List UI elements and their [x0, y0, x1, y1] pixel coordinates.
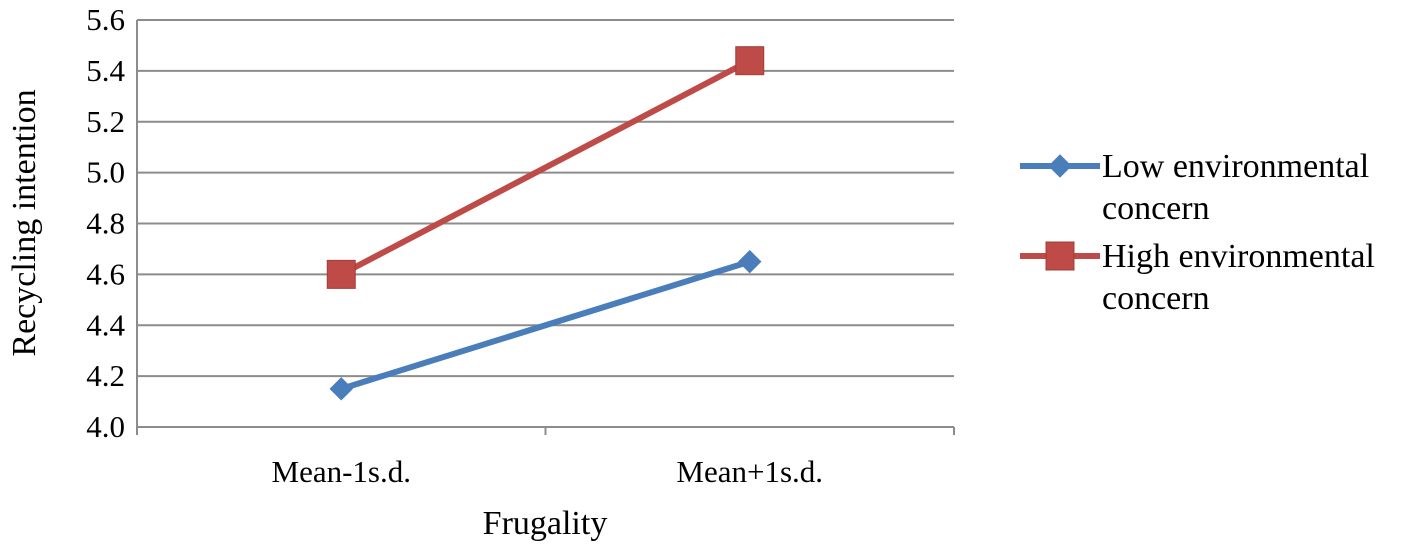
y-tick-label: 5.2	[86, 104, 125, 139]
legend-marker	[1045, 241, 1075, 271]
x-axis-title: Frugality	[483, 505, 608, 542]
series-line-0	[338, 258, 753, 392]
data-point-1	[735, 46, 765, 76]
legend-label: High environmental concern	[1102, 238, 1375, 317]
gridlines	[137, 19, 954, 378]
tick-labels: 4.0 4.2 4.4 4.6 4.8 5.0 5.2 5.4 5.6 Mean-1s.d. Mea…	[86, 2, 823, 489]
y-tick-label: 4.8	[86, 206, 125, 241]
x-tick-label: Mean-1s.d.	[272, 454, 411, 489]
data-point-0	[329, 377, 353, 401]
y-axis-title: Recycling intention	[6, 89, 43, 356]
data-point-0	[738, 249, 762, 274]
y-tick-label: 4.0	[86, 409, 125, 444]
series-line-1	[338, 57, 753, 278]
axes	[136, 20, 955, 435]
y-tick-label: 4.6	[86, 256, 125, 291]
x-tick-label: Mean+1s.d.	[676, 454, 823, 489]
y-tick-label: 5.6	[86, 2, 125, 37]
series	[326, 46, 765, 401]
y-tick-label: 4.4	[86, 307, 125, 342]
legend: Low environmental concern High environment…	[1020, 148, 1375, 317]
y-tick-label: 5.0	[86, 155, 125, 190]
legend-marker	[1048, 154, 1072, 178]
y-tick-label: 5.4	[86, 53, 125, 88]
y-tick-label: 4.2	[86, 358, 125, 393]
legend-label: Low environmental concern	[1102, 148, 1369, 227]
data-point-1	[326, 259, 356, 289]
